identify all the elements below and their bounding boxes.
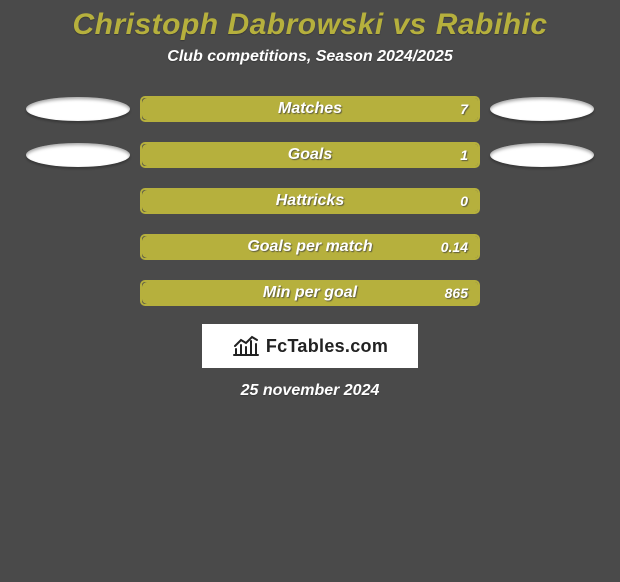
left-player-marker xyxy=(20,278,140,308)
stat-row: Min per goal865 xyxy=(0,278,620,308)
stat-bar: Hattricks0 xyxy=(140,188,480,214)
stat-row: Goals1 xyxy=(0,140,620,170)
stat-row: Matches7 xyxy=(0,94,620,124)
stat-row: Hattricks0 xyxy=(0,186,620,216)
chart-icon xyxy=(232,335,260,357)
stat-bar: Goals per match0.14 xyxy=(140,234,480,260)
right-player-marker xyxy=(480,232,600,262)
stat-bar-fill xyxy=(142,98,478,120)
source-logo[interactable]: FcTables.com xyxy=(202,324,418,368)
right-player-marker xyxy=(480,94,600,124)
date-label: 25 november 2024 xyxy=(0,382,620,400)
right-player-marker xyxy=(480,140,600,170)
comparison-card: Christoph Dabrowski vs Rabihic Club comp… xyxy=(0,0,620,582)
source-logo-text: FcTables.com xyxy=(266,336,388,357)
stat-bar-fill xyxy=(142,144,478,166)
right-player-marker xyxy=(480,278,600,308)
left-player-marker xyxy=(20,232,140,262)
page-subtitle: Club competitions, Season 2024/2025 xyxy=(0,48,620,66)
left-player-marker xyxy=(20,186,140,216)
left-player-marker xyxy=(20,94,140,124)
stat-bar: Min per goal865 xyxy=(140,280,480,306)
right-player-marker xyxy=(480,186,600,216)
stat-bar-list: Matches7 Goals1 Hattricks0 Goals per match0… xyxy=(0,94,620,308)
stat-bar: Matches7 xyxy=(140,96,480,122)
page-title: Christoph Dabrowski vs Rabihic xyxy=(0,2,620,42)
stat-bar-fill xyxy=(142,236,478,258)
stat-row: Goals per match0.14 xyxy=(0,232,620,262)
stat-bar: Goals1 xyxy=(140,142,480,168)
stat-bar-fill xyxy=(142,190,478,212)
stat-bar-fill xyxy=(142,282,478,304)
left-player-marker xyxy=(20,140,140,170)
